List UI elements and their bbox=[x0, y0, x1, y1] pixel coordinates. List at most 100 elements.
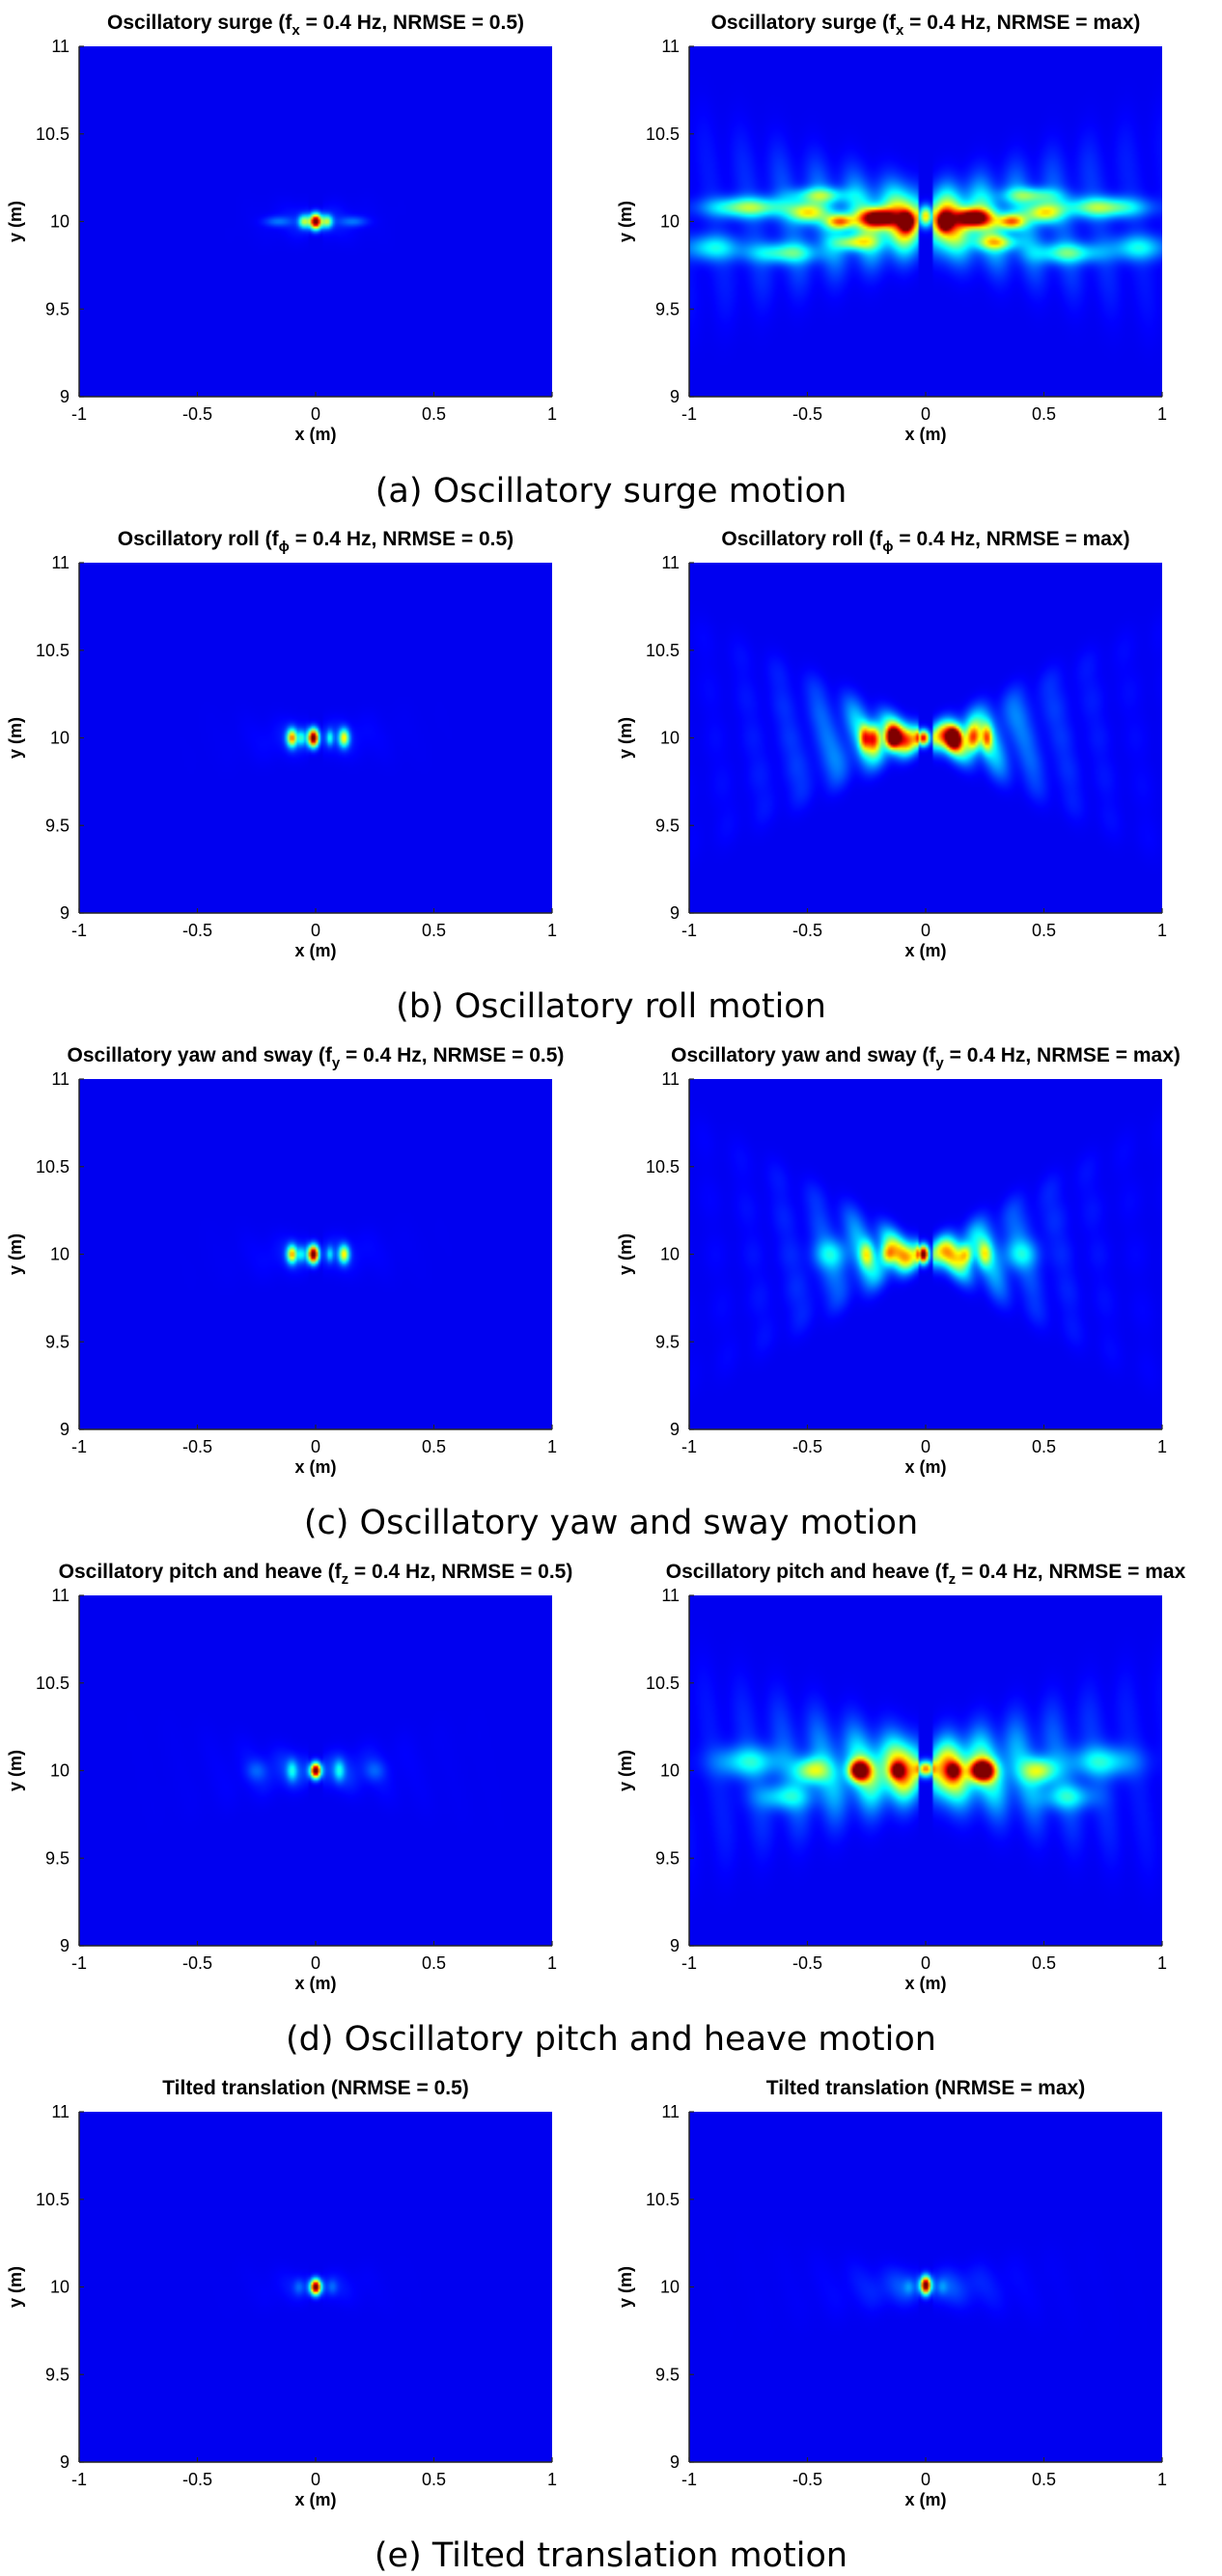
heatmap-image bbox=[689, 46, 1162, 397]
y-tick-label: 10 bbox=[50, 1761, 69, 1781]
x-axis-label: x (m) bbox=[294, 1974, 336, 1993]
x-tick-label: -1 bbox=[681, 404, 697, 424]
heatmap-image bbox=[79, 1595, 552, 1946]
y-axis-label: y (m) bbox=[6, 2266, 25, 2308]
x-tick-label: -1 bbox=[71, 1437, 87, 1456]
x-tick-label: -1 bbox=[71, 2470, 87, 2489]
panel-a-right: -1 -0.5 0 0.5 1 9 9.5 10 10.5 11 x (m) y (m) Oscilla… bbox=[616, 12, 1167, 444]
x-tick-label: 1 bbox=[1157, 921, 1167, 940]
x-axis-label: x (m) bbox=[294, 2490, 336, 2509]
x-tick-label: -0.5 bbox=[182, 404, 212, 424]
x-tick-label: 0.5 bbox=[1032, 1953, 1056, 1973]
x-axis-label: x (m) bbox=[904, 1974, 946, 1993]
y-tick-label: 10 bbox=[50, 2278, 69, 2297]
y-tick-label: 11 bbox=[51, 1586, 69, 1605]
y-tick-label: 10.5 bbox=[646, 2190, 680, 2209]
panel-title: Oscillatory surge (fx = 0.4 Hz, NRMSE = … bbox=[107, 12, 524, 39]
y-tick-label: 11 bbox=[661, 2102, 680, 2121]
y-tick-label: 10 bbox=[660, 1761, 680, 1781]
panel-b-right: -1 -0.5 0 0.5 1 9 9.5 10 10.5 11 x (m) y (m) Oscilla… bbox=[616, 528, 1167, 960]
x-tick-label: -1 bbox=[71, 404, 87, 424]
panel-title: Oscillatory pitch and heave (fz = 0.4 Hz… bbox=[666, 1561, 1186, 1588]
x-axis-label: x (m) bbox=[294, 425, 336, 444]
y-tick-label: 10 bbox=[50, 729, 69, 748]
x-tick-label: 0.5 bbox=[422, 1437, 446, 1456]
x-tick-label: -0.5 bbox=[792, 1953, 822, 1973]
x-tick-label: 0 bbox=[921, 404, 930, 424]
y-tick-label: 11 bbox=[51, 1069, 69, 1089]
y-axis-label: y (m) bbox=[616, 201, 635, 242]
x-axis-label: x (m) bbox=[904, 425, 946, 444]
x-tick-label: 0 bbox=[311, 1953, 320, 1973]
y-tick-label: 10 bbox=[660, 729, 680, 748]
y-tick-label: 9 bbox=[670, 1936, 680, 1955]
heatmap-image bbox=[689, 1595, 1162, 1946]
x-tick-label: -1 bbox=[71, 921, 87, 940]
y-tick-label: 10.5 bbox=[646, 1157, 680, 1177]
y-tick-label: 11 bbox=[661, 1586, 680, 1605]
heatmap-image bbox=[79, 2112, 552, 2462]
y-tick-label: 9 bbox=[670, 387, 680, 406]
x-tick-label: 0 bbox=[921, 921, 930, 940]
panel-title: Tilted translation (NRMSE = max) bbox=[766, 2077, 1085, 2099]
heatmap-image bbox=[79, 1079, 552, 1429]
y-tick-label: 9.5 bbox=[45, 2365, 69, 2384]
heatmap-image bbox=[689, 1079, 1162, 1429]
x-tick-label: 1 bbox=[1157, 404, 1167, 424]
y-tick-label: 10 bbox=[660, 2278, 680, 2297]
y-tick-label: 10 bbox=[660, 1245, 680, 1264]
x-tick-label: -0.5 bbox=[182, 921, 212, 940]
y-tick-label: 9.5 bbox=[655, 2365, 680, 2384]
y-tick-label: 11 bbox=[661, 553, 680, 572]
panel-title: Oscillatory pitch and heave (fz = 0.4 Hz… bbox=[59, 1561, 573, 1588]
x-tick-label: 0.5 bbox=[1032, 404, 1056, 424]
y-tick-label: 9.5 bbox=[45, 1848, 69, 1868]
panel-title: Oscillatory yaw and sway (fy = 0.4 Hz, N… bbox=[671, 1044, 1180, 1071]
y-tick-label: 11 bbox=[661, 37, 680, 56]
panel-title: Tilted translation (NRMSE = 0.5) bbox=[162, 2077, 469, 2099]
subfigure-caption: (e) Tilted translation motion bbox=[375, 2536, 847, 2575]
y-tick-label: 10 bbox=[660, 212, 680, 232]
x-tick-label: -1 bbox=[681, 2470, 697, 2489]
x-tick-label: -0.5 bbox=[182, 1437, 212, 1456]
x-tick-label: -0.5 bbox=[792, 1437, 822, 1456]
y-tick-label: 11 bbox=[51, 553, 69, 572]
heatmap-image bbox=[689, 2112, 1162, 2462]
x-tick-label: -0.5 bbox=[792, 404, 822, 424]
x-tick-label: 0 bbox=[311, 921, 320, 940]
x-tick-label: 1 bbox=[547, 1953, 557, 1973]
y-axis-label: y (m) bbox=[6, 1750, 25, 1791]
x-tick-label: 0 bbox=[311, 1437, 320, 1456]
heatmap-image bbox=[79, 563, 552, 913]
subfigure-caption: (d) Oscillatory pitch and heave motion bbox=[286, 2020, 936, 2059]
y-tick-label: 9.5 bbox=[655, 1332, 680, 1351]
x-tick-label: 1 bbox=[547, 1437, 557, 1456]
y-tick-label: 9.5 bbox=[45, 299, 69, 319]
x-tick-label: 0 bbox=[921, 2470, 930, 2489]
y-tick-label: 10.5 bbox=[36, 125, 69, 144]
panel-d-right: -1 -0.5 0 0.5 1 9 9.5 10 10.5 11 x (m) y (m) Oscilla… bbox=[616, 1561, 1186, 1993]
panel-c-left: -1 -0.5 0 0.5 1 9 9.5 10 10.5 11 x (m) y (m) Oscilla… bbox=[6, 1044, 564, 1477]
y-tick-label: 9.5 bbox=[655, 816, 680, 835]
x-tick-label: -0.5 bbox=[792, 2470, 822, 2489]
x-axis-label: x (m) bbox=[904, 1457, 946, 1477]
x-tick-label: 0.5 bbox=[422, 404, 446, 424]
subfigure-caption: (c) Oscillatory yaw and sway motion bbox=[304, 1504, 918, 1542]
x-tick-label: 0 bbox=[921, 1437, 930, 1456]
x-tick-label: 1 bbox=[1157, 1953, 1167, 1973]
y-tick-label: 10 bbox=[50, 212, 69, 232]
x-axis-label: x (m) bbox=[294, 1457, 336, 1477]
y-tick-label: 9.5 bbox=[45, 816, 69, 835]
x-tick-label: 0 bbox=[921, 1953, 930, 1973]
x-axis-label: x (m) bbox=[904, 941, 946, 960]
y-tick-label: 11 bbox=[51, 37, 69, 56]
x-tick-label: 0.5 bbox=[422, 2470, 446, 2489]
heatmap-image bbox=[689, 563, 1162, 913]
panel-b-left: -1 -0.5 0 0.5 1 9 9.5 10 10.5 11 x (m) y (m) Oscilla… bbox=[6, 528, 557, 960]
x-tick-label: -1 bbox=[681, 921, 697, 940]
panel-a-left: -1 -0.5 0 0.5 1 9 9.5 10 10.5 11 x (m) y (m) Oscilla… bbox=[6, 12, 557, 444]
y-axis-label: y (m) bbox=[616, 2266, 635, 2308]
subfigure-caption: (a) Oscillatory surge motion bbox=[375, 472, 847, 511]
x-tick-label: -0.5 bbox=[182, 2470, 212, 2489]
